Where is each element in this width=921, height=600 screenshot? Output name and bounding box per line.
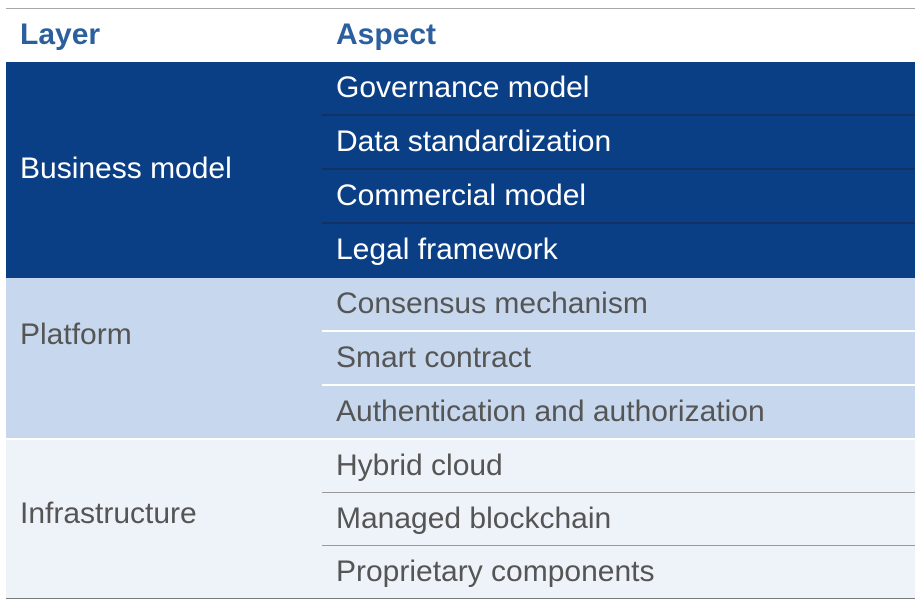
layer-cell-infrastructure: Infrastructure xyxy=(20,497,197,530)
aspect-row: Governance model xyxy=(336,71,590,104)
bottom-rule xyxy=(6,598,915,599)
aspect-row: Legal framework xyxy=(336,233,558,266)
aspect-row: Data standardization xyxy=(336,125,612,158)
aspects-business-model: Governance model Data standardization Co… xyxy=(322,62,915,276)
table-header: Layer Aspect xyxy=(6,9,915,62)
aspects-platform: Consensus mechanism Smart contract Authe… xyxy=(322,278,915,438)
group-infrastructure: Infrastructure Hybrid cloud Managed bloc… xyxy=(6,440,915,598)
row-divider xyxy=(322,384,915,386)
aspect-row: Commercial model xyxy=(336,179,587,212)
aspect-row: Authentication and authorization xyxy=(336,395,765,428)
layer-cell-platform: Platform xyxy=(20,318,132,351)
group-platform: Platform Consensus mechanism Smart contr… xyxy=(6,278,915,438)
aspect-row: Hybrid cloud xyxy=(336,449,503,482)
header-aspect: Aspect xyxy=(336,18,437,51)
aspect-row: Managed blockchain xyxy=(336,502,612,535)
row-divider xyxy=(322,492,915,493)
top-rule xyxy=(6,8,915,9)
aspects-infrastructure: Hybrid cloud Managed blockchain Propriet… xyxy=(322,440,915,598)
group-divider xyxy=(6,438,915,440)
row-divider xyxy=(322,168,915,170)
header-layer: Layer xyxy=(20,18,101,51)
aspect-row: Proprietary components xyxy=(336,555,655,588)
group-business-model: Business model Governance model Data sta… xyxy=(6,62,915,276)
row-divider xyxy=(322,330,915,332)
row-divider xyxy=(322,114,915,116)
row-divider xyxy=(322,222,915,224)
layer-cell-business-model: Business model xyxy=(20,152,232,185)
aspect-row: Consensus mechanism xyxy=(336,287,648,320)
row-divider xyxy=(322,545,915,546)
group-divider xyxy=(6,276,915,278)
aspect-row: Smart contract xyxy=(336,341,532,374)
layer-aspect-table: Layer Aspect Business model Governance m… xyxy=(6,8,915,599)
